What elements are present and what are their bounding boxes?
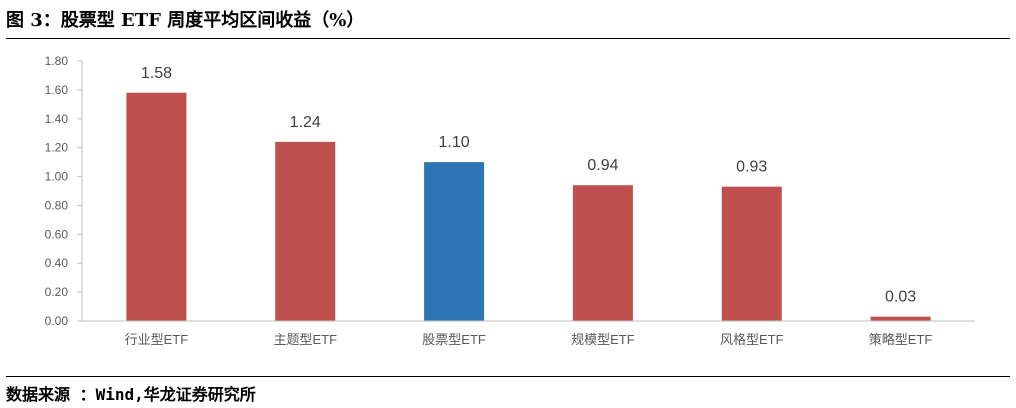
y-tick-label: 0.80 [45,198,69,212]
bar-chart: 0.00 0.20 0.40 0.60 0.80 1.00 1.20 1.40 1.60 1.80… [45,54,975,347]
x-tick-label: 主题型ETF [273,332,337,347]
chart-title: 图 3：股票型 ETF 周度平均区间收益（%） [6,10,365,31]
y-tick-label: 1.80 [45,54,69,68]
bar [572,185,633,321]
source-note: 数据来源 ：Wind,华龙证券研究所 [6,385,256,404]
data-label: 1.58 [141,65,172,82]
bar [126,92,187,322]
x-tick-label: 规模型ETF [571,332,635,347]
y-tick-label: 0.60 [45,227,69,241]
y-tick-label: 1.20 [45,141,69,155]
source-divider [6,376,1010,377]
bar [721,186,782,321]
x-tick-label: 风格型ETF [720,332,784,347]
data-label: 0.03 [885,289,916,306]
y-tick-label: 0.00 [45,314,69,328]
data-label: 1.10 [439,134,470,151]
bar [870,316,931,321]
x-tick-label: 股票型ETF [422,332,486,347]
data-label: 0.93 [736,159,767,176]
x-tick-label: 行业型ETF [125,332,189,347]
y-tick-label: 1.60 [45,83,69,97]
bar [424,162,485,321]
data-label: 1.24 [290,114,321,131]
title-divider [6,38,1010,39]
data-label: 0.94 [587,157,618,174]
y-tick-label: 1.00 [45,170,69,184]
bar [275,141,336,321]
y-tick-label: 0.20 [45,285,69,299]
x-tick-label: 策略型ETF [869,332,933,347]
y-tick-label: 1.40 [45,112,69,126]
y-tick-label: 0.40 [45,256,69,270]
